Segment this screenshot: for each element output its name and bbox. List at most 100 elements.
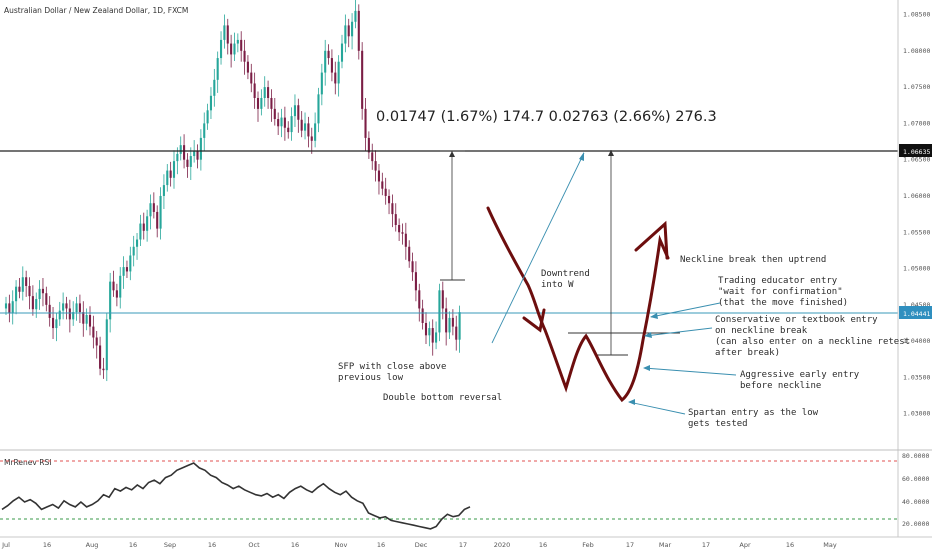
price-axis: 1.08500 1.08000 1.07500 1.07000 1.06500 1.060…	[903, 11, 930, 418]
rsi-title: MrRenev RSI	[4, 458, 51, 467]
candle-bull	[4, 303, 8, 309]
candle-bear	[28, 285, 31, 297]
candle-bull	[62, 303, 65, 311]
candle-bull	[139, 223, 142, 240]
price-tick-label: 1.08000	[903, 47, 930, 55]
candle-bull	[109, 281, 112, 320]
current-price-text: 1.04441	[903, 310, 930, 318]
candle-bear	[142, 223, 145, 231]
annotation-sfp-line1: SFP with close above	[338, 362, 446, 372]
candle-bull	[21, 277, 24, 292]
candle-bear	[367, 137, 370, 153]
price-tick-label: 1.05000	[903, 265, 930, 273]
time-tick-label: 16	[208, 541, 216, 549]
candle-bull	[344, 25, 347, 44]
price-tick-label: 1.08500	[903, 11, 930, 19]
candle-bull	[35, 299, 38, 310]
price-tick-label: 1.06000	[903, 192, 930, 200]
time-tick-label: Sep	[164, 541, 176, 549]
candle-bear	[364, 108, 367, 138]
candle-bull	[448, 317, 451, 333]
candle-bear	[41, 288, 45, 294]
candle-bull	[149, 203, 152, 217]
time-tick-label: May	[823, 541, 837, 549]
time-tick-label: 16	[539, 541, 547, 549]
candle-bear	[45, 293, 48, 305]
candle-bear	[273, 108, 276, 120]
candle-bull	[280, 117, 283, 127]
annotation-spartan-line2: gets tested	[688, 419, 748, 429]
candle-series	[4, 0, 461, 382]
candle-bull	[58, 310, 61, 320]
candle-bull	[458, 312, 461, 340]
candle-bull	[105, 319, 108, 371]
candle-bear	[384, 188, 387, 196]
candle-bull	[354, 10, 357, 22]
time-tick-label: 2020	[494, 541, 511, 549]
candle-bear	[451, 317, 454, 327]
candle-bear	[408, 246, 411, 262]
candle-bear	[186, 159, 189, 167]
candle-bull	[340, 43, 344, 62]
annotation-arrows	[491, 152, 737, 415]
candle-bull	[159, 195, 162, 229]
candle-bull	[293, 105, 297, 117]
candle-bull	[263, 87, 266, 98]
candle-bull	[176, 153, 179, 162]
candle-bear	[183, 145, 186, 160]
candle-bear	[240, 39, 243, 51]
candle-bear	[287, 127, 290, 133]
candle-bull	[162, 185, 165, 196]
price-tick-label: 1.06500	[903, 156, 930, 164]
candle-bull	[75, 303, 78, 313]
time-tick-label: Oct	[248, 541, 260, 549]
candle-bear	[334, 72, 337, 84]
time-tick-label: 16	[786, 541, 794, 549]
candle-bear	[95, 337, 98, 346]
candle-bear	[31, 296, 34, 310]
candle-bear	[330, 58, 333, 73]
hand-drawn-arrowhead-up	[634, 220, 669, 260]
annotation-conservative-line4: after break)	[715, 348, 780, 358]
annotation-conservative-line3: (can also enter on a neckline retest	[715, 337, 910, 347]
price-tick-label: 1.03500	[903, 373, 930, 381]
candle-bear	[387, 195, 391, 204]
price-tick-label: 1.05500	[903, 228, 930, 236]
time-tick-label: Nov	[335, 541, 348, 549]
annotation-educator-line2: "wait for confirmation"	[718, 287, 843, 297]
candle-bear	[404, 233, 407, 247]
candle-bear	[78, 303, 81, 313]
time-tick-label: 16	[129, 541, 137, 549]
candle-bear	[401, 232, 404, 234]
candle-bull	[199, 137, 202, 160]
measure-readout: 0.01747 (1.67%) 174.7 0.02763 (2.66%) 27…	[376, 109, 717, 125]
candle-bull	[324, 50, 327, 73]
candle-bear	[112, 281, 115, 291]
time-tick-label: 16	[43, 541, 51, 549]
candle-bear	[381, 181, 384, 189]
price-tick-label: 1.07000	[903, 119, 930, 127]
candle-bear	[445, 308, 448, 333]
candle-bear	[152, 203, 155, 212]
candle-bull	[166, 170, 169, 186]
candle-bear	[250, 72, 253, 84]
candle-bull	[132, 246, 135, 256]
candle-bear	[267, 87, 270, 98]
candle-bull	[219, 39, 223, 59]
candle-bull	[236, 39, 239, 44]
candle-bear	[414, 272, 417, 291]
candle-bear	[421, 308, 424, 323]
candle-bear	[418, 290, 421, 309]
resistance-price-text: 1.06635	[903, 148, 930, 156]
candle-bull	[216, 58, 219, 80]
annotation-downtrend-line2: into W	[541, 280, 574, 290]
candle-bull	[38, 288, 41, 300]
candle-bear	[371, 152, 374, 162]
candle-bear	[115, 290, 118, 298]
annotation-conservative-line1: Conservative or textbook entry	[715, 315, 878, 325]
candle-bear	[455, 326, 458, 340]
candle-bear	[125, 267, 129, 272]
candle-bear	[431, 328, 434, 343]
candle-bear	[361, 50, 364, 109]
candle-bear	[327, 50, 330, 59]
